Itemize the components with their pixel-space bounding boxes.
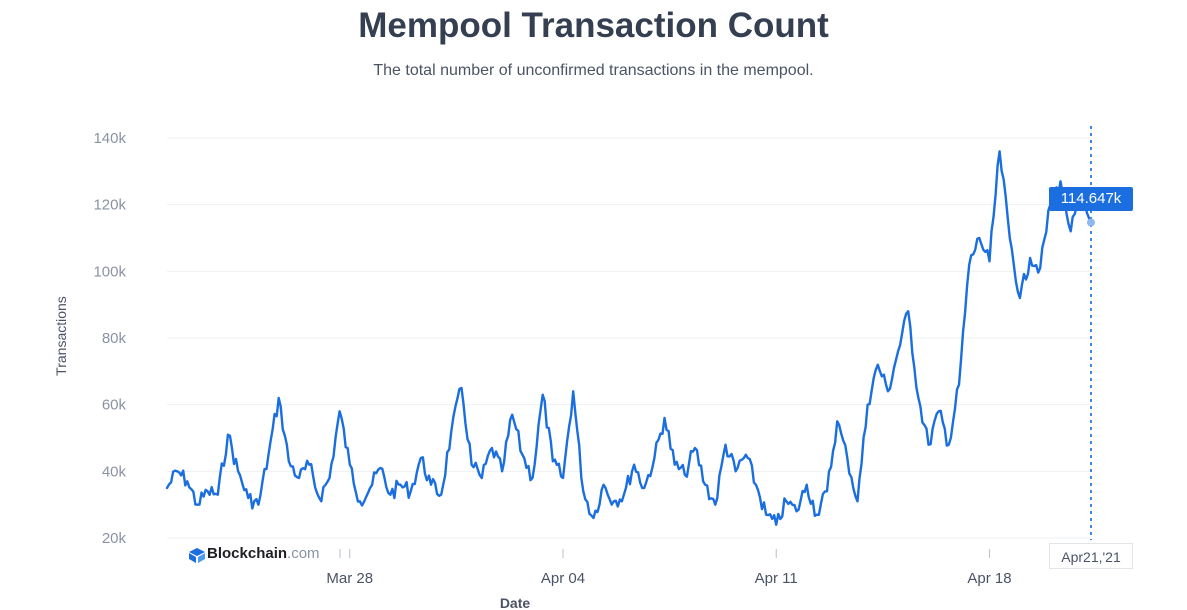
x-tick-label: Mar 28 [326, 570, 373, 587]
y-tick-label: 80k [102, 330, 127, 347]
blockchain-logo-icon [189, 548, 205, 563]
x-tick-label: Apr 18 [967, 570, 1011, 587]
y-axis-ticks: 20k 40k 60k 80k 100k 120k 140k [93, 130, 126, 547]
x-tick-label: Apr 04 [541, 570, 585, 587]
x-axis-ticks: Mar 28 Apr 04 Apr 11 Apr 18 [326, 549, 1012, 587]
date-tooltip: Apr21,'21 [1049, 543, 1133, 569]
y-tick-label: 100k [93, 263, 126, 280]
chart-title: Mempool Transaction Count [358, 6, 829, 45]
y-tick-label: 60k [102, 397, 127, 414]
y-tick-label: 40k [102, 463, 127, 480]
x-tick-label: Apr 11 [755, 570, 798, 587]
y-tick-label: 140k [93, 130, 126, 147]
series-line-transactions [165, 150, 1093, 526]
grid-lines [167, 137, 1091, 539]
y-axis-label: Transactions [53, 296, 69, 376]
value-tooltip: 114.647k [1049, 187, 1133, 211]
brand-logo: Blockchain.com [207, 545, 320, 562]
y-tick-label: 20k [102, 530, 127, 547]
x-axis-label: Date [500, 595, 531, 610]
chart-subtitle: The total number of unconfirmed transact… [373, 62, 814, 79]
hover-point [1087, 218, 1095, 227]
y-tick-label: 120k [93, 197, 126, 214]
